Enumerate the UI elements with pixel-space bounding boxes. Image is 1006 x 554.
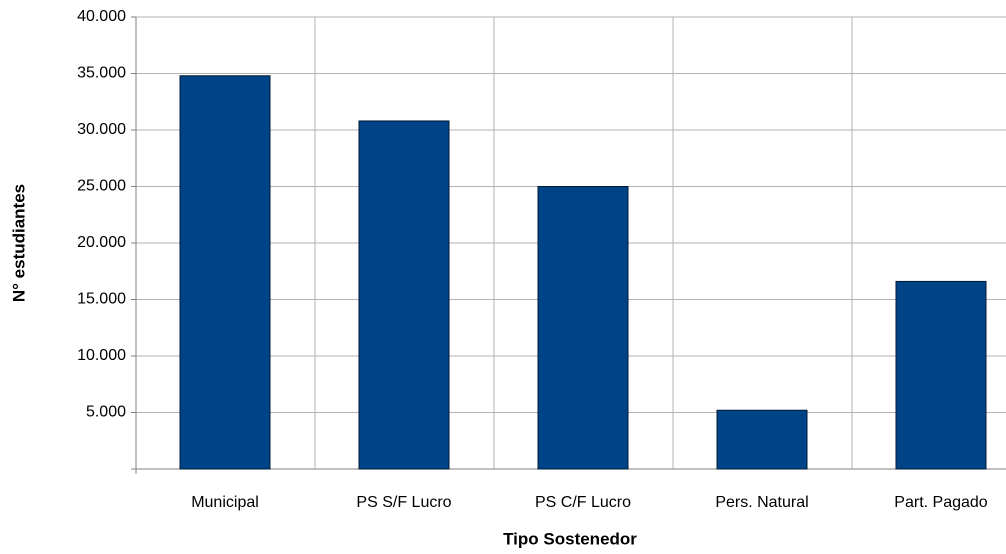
y-tick-label: 30.000 bbox=[77, 121, 126, 138]
x-tick-label: Pers. Natural bbox=[715, 494, 808, 511]
y-tick-label: 15.000 bbox=[77, 291, 126, 308]
y-tick-label: 5.000 bbox=[86, 404, 126, 421]
bar bbox=[537, 186, 629, 470]
x-tick-label: PS C/F Lucro bbox=[535, 494, 631, 511]
x-axis-title: Tipo Sostenedor bbox=[503, 529, 637, 548]
x-tick-label: PS S/F Lucro bbox=[356, 494, 451, 511]
y-tick-label: 20.000 bbox=[77, 234, 126, 251]
y-axis-title: N° estudiantes bbox=[9, 184, 28, 302]
x-tick-label: Municipal bbox=[191, 494, 259, 511]
bar bbox=[895, 280, 987, 470]
bar bbox=[716, 409, 808, 470]
y-tick-label: 25.000 bbox=[77, 178, 126, 195]
bar bbox=[358, 120, 450, 470]
bar bbox=[179, 75, 271, 470]
y-tick-label: 10.000 bbox=[77, 347, 126, 364]
y-tick-label: 35.000 bbox=[77, 65, 126, 82]
y-tick-label: 40.000 bbox=[77, 8, 126, 25]
x-tick-label: Part. Pagado bbox=[894, 494, 988, 511]
